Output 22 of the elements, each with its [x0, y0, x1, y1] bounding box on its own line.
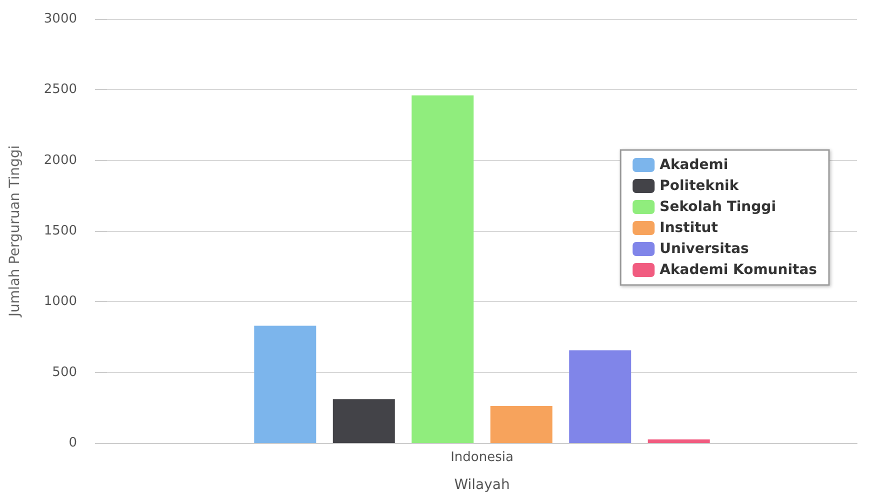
- legend-label: Sekolah Tinggi: [660, 199, 776, 215]
- y-tick-label: 500: [52, 364, 77, 380]
- y-tick-label: 1500: [44, 224, 77, 238]
- legend-label: Akademi: [660, 157, 728, 173]
- bar: [254, 326, 316, 443]
- y-tick-label: 0: [68, 436, 77, 450]
- y-tick-label: 2000: [44, 152, 77, 168]
- bar: [648, 439, 710, 443]
- y-axis-title: Jumlah Perguruan Tinggi: [7, 145, 23, 318]
- bar: [569, 350, 632, 443]
- y-tick-label: 1000: [44, 294, 77, 310]
- bar: [332, 399, 395, 443]
- y-tick-label: 3000: [44, 12, 77, 26]
- x-axis-title: Wilayah: [454, 477, 510, 493]
- legend-label: Politeknik: [660, 178, 740, 194]
- x-tick-label: Indonesia: [450, 450, 514, 465]
- legend-label: Akademi Komunitas: [660, 262, 818, 278]
- legend-label: Institut: [660, 220, 718, 236]
- y-tick-label: 2500: [44, 82, 77, 98]
- legend-label: Universitas: [660, 241, 749, 257]
- bar: [490, 406, 552, 443]
- bar: [412, 95, 474, 443]
